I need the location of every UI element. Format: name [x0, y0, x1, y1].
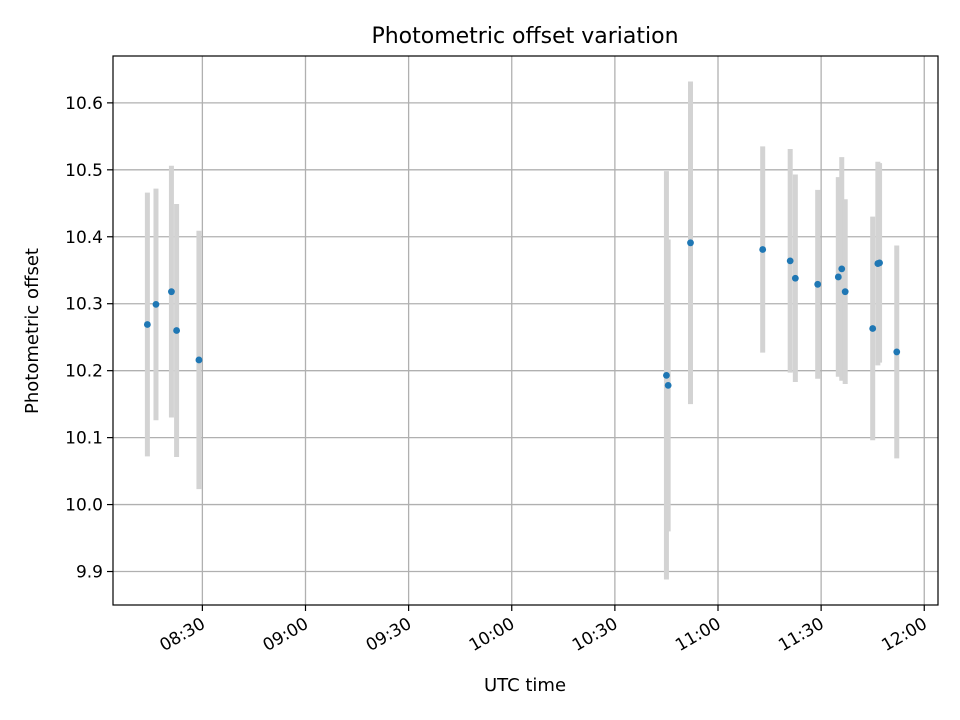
x-tick-label: 10:00	[466, 614, 518, 656]
x-tick-label: 12:00	[878, 614, 930, 656]
data-point	[786, 257, 794, 265]
data-point	[759, 246, 767, 253]
data-point	[876, 259, 883, 267]
x-tick-label: 09:30	[363, 614, 415, 656]
data-point	[893, 348, 901, 356]
y-tick-label: 9.9	[76, 563, 103, 583]
data-point	[841, 288, 849, 296]
data-point	[814, 280, 822, 288]
x-tick-label: 09:00	[260, 614, 312, 656]
chart-title: Photometric offset variation	[371, 24, 678, 49]
data-point	[152, 300, 160, 308]
plot-frame	[112, 55, 939, 606]
data-point	[143, 321, 151, 328]
x-tick-label: 10:30	[569, 614, 621, 656]
data-point	[168, 288, 175, 296]
data-point	[838, 265, 846, 273]
y-axis-label: Photometric offset	[22, 248, 43, 414]
y-tick-label: 10.1	[65, 429, 103, 449]
data-point	[664, 382, 672, 389]
data-point	[834, 273, 842, 281]
data-point	[869, 325, 877, 332]
data-point	[195, 356, 203, 364]
y-tick-label: 10.6	[65, 94, 103, 114]
x-axis-label: UTC time	[484, 675, 566, 696]
data-points	[143, 239, 901, 389]
data-point	[687, 239, 694, 247]
y-tick-label: 10.2	[65, 362, 103, 382]
y-tick-label: 10.3	[65, 295, 103, 315]
y-tick-label: 10.4	[65, 228, 103, 248]
grid-lines	[113, 56, 938, 605]
y-tick-label: 10.0	[65, 496, 103, 516]
data-point	[791, 274, 799, 282]
x-tick-label: 11:30	[775, 614, 827, 656]
data-point	[173, 327, 180, 334]
x-tick-label: 11:00	[672, 614, 724, 656]
y-tick-label: 10.5	[65, 161, 103, 181]
x-tick-label: 08:30	[156, 614, 208, 656]
data-point	[663, 371, 670, 379]
